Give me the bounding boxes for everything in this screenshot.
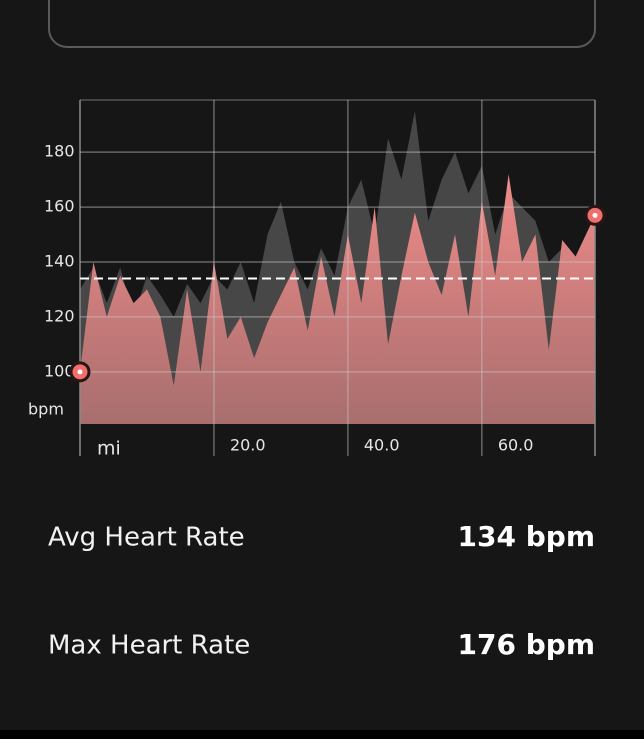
x-tick-label: 20.0 (230, 436, 266, 455)
stat-value: 176 bpm (458, 628, 595, 661)
stat-label: Avg Heart Rate (48, 523, 245, 553)
endpoint-dot (592, 212, 598, 218)
stat-value: 134 bpm (458, 520, 595, 553)
stat-label: Max Heart Rate (48, 631, 250, 661)
bottom-bar (0, 730, 644, 739)
y-tick-label: 120 (44, 306, 75, 325)
y-tick-label: 160 (44, 197, 75, 216)
area (80, 174, 595, 424)
card (48, 0, 596, 48)
x-tick-label: 60.0 (498, 436, 534, 455)
y-axis-label: bpm (28, 400, 64, 419)
x-tick-label: 40.0 (364, 436, 400, 455)
y-tick-label: 180 (44, 142, 75, 161)
y-tick-label: 100 (44, 361, 75, 380)
endpoint-dot (77, 369, 83, 375)
y-tick-label: 140 (44, 252, 75, 271)
x-axis-label: mi (97, 438, 121, 460)
heart-rate-chart: 100 120 140 160 180 20.0 40.0 60.0 (44, 99, 606, 456)
